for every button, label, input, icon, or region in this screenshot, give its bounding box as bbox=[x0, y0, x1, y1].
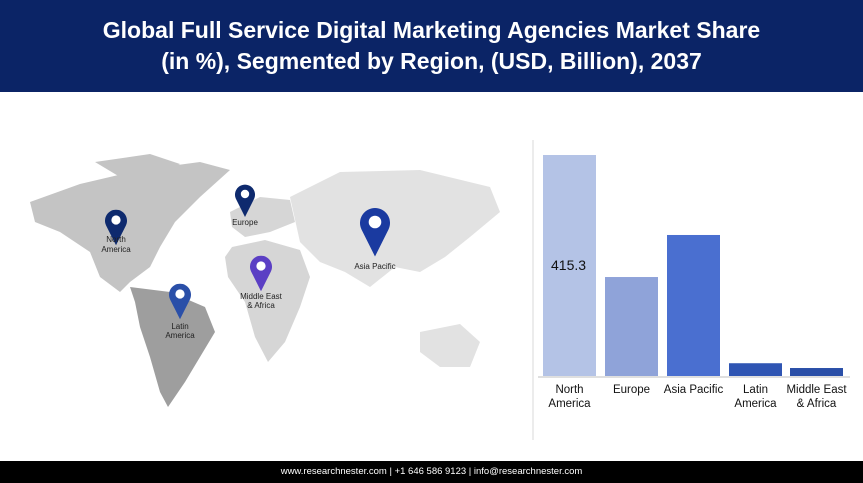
map-pin-dot bbox=[175, 289, 185, 299]
value-label: 415.3 bbox=[551, 257, 586, 273]
map-pin-dot bbox=[111, 215, 121, 225]
bar bbox=[667, 234, 720, 376]
x-tick-label: Asia Pacific bbox=[663, 384, 724, 396]
x-tick-label: Middle East & Africa bbox=[786, 384, 847, 410]
map-label: Asia Pacific bbox=[354, 262, 395, 271]
map-pin-dot bbox=[368, 215, 382, 229]
map-label: Europe bbox=[232, 218, 258, 227]
footer: www.researchnester.com | +1 646 586 9123… bbox=[0, 461, 863, 483]
bar bbox=[605, 277, 658, 376]
x-tick-label: Latin America bbox=[734, 384, 777, 410]
map-pin bbox=[360, 207, 390, 257]
map-pin bbox=[235, 184, 255, 217]
bar bbox=[790, 368, 843, 376]
bar bbox=[543, 155, 596, 376]
map-label: Latin America bbox=[165, 322, 195, 340]
graphic: North America Europe Asia Pacific Middle Eas… bbox=[30, 140, 850, 440]
map-pin bbox=[249, 255, 272, 292]
x-tick-label: North America bbox=[548, 384, 591, 410]
map-pin bbox=[105, 209, 127, 246]
title: Global Full Service Digital Marketing Ag… bbox=[102, 17, 761, 74]
world-map bbox=[30, 154, 500, 407]
bar bbox=[729, 363, 782, 376]
map-pin-dot bbox=[256, 261, 266, 271]
map-pin-dot bbox=[240, 189, 250, 199]
map-label: Middle East & Africa bbox=[240, 292, 283, 310]
map-label: North America bbox=[101, 235, 131, 254]
x-tick-label: Europe bbox=[612, 384, 651, 396]
header: Global Full Service Digital Marketing Ag… bbox=[0, 0, 863, 92]
map-pin bbox=[169, 283, 191, 320]
